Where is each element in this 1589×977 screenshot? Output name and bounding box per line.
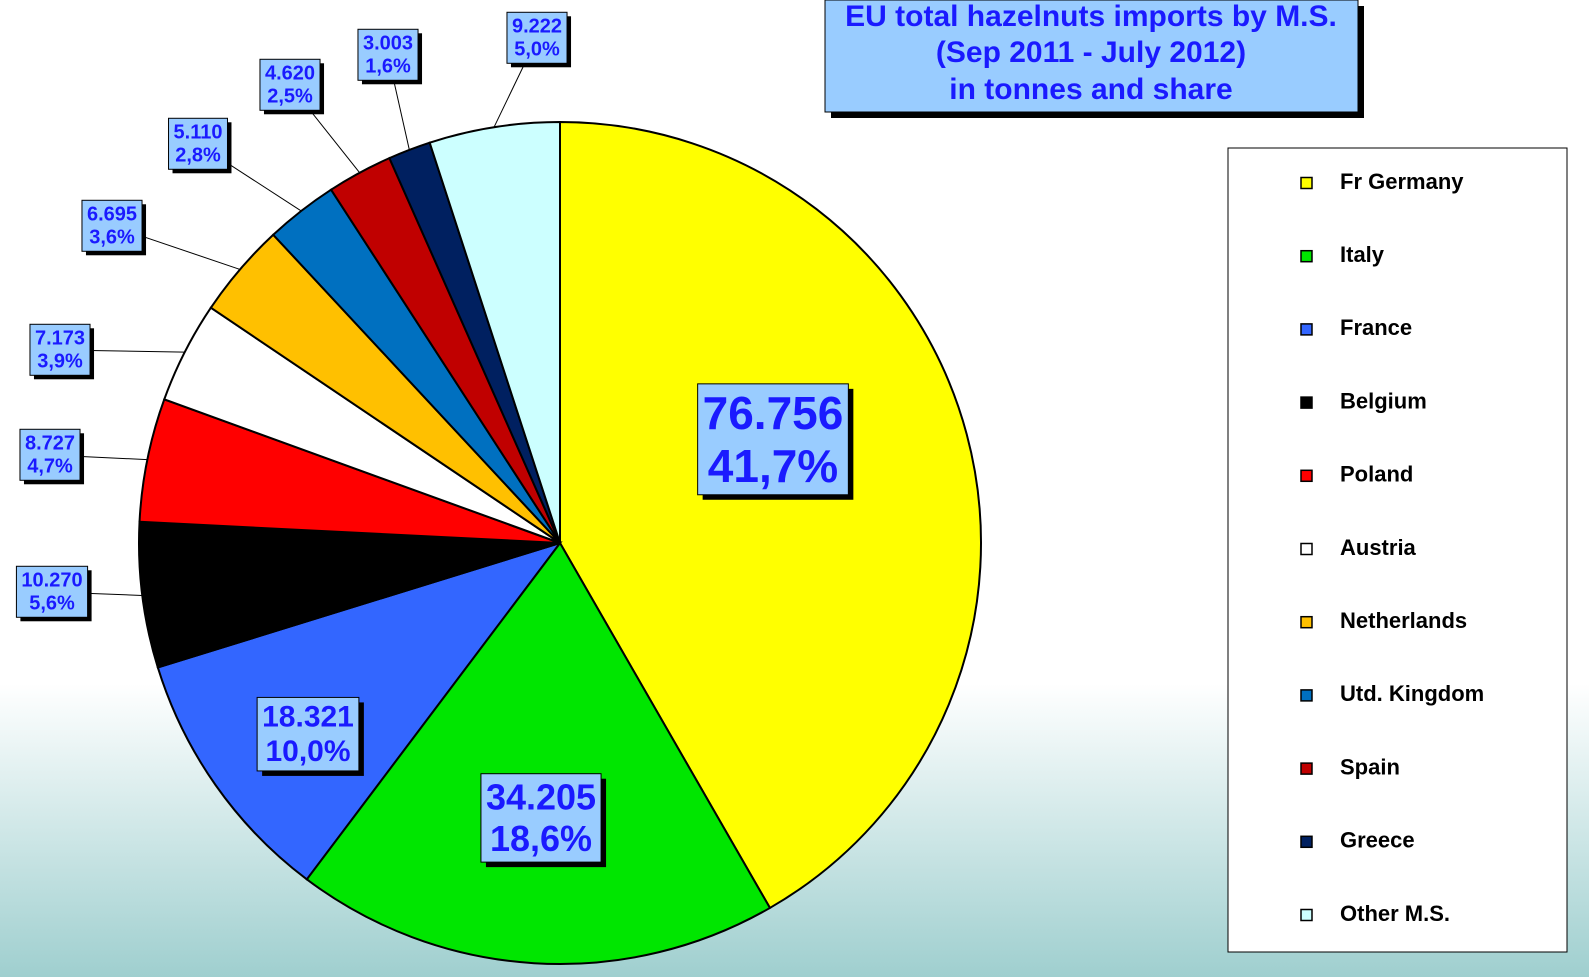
legend-marker [1300,762,1313,775]
legend-label: Utd. Kingdom [1340,681,1484,706]
share-label: 3,6% [89,226,135,248]
share-label: 5,6% [29,592,75,614]
legend-label: Poland [1340,462,1413,487]
share-label: 10,0% [265,735,350,768]
value-label: 6.695 [87,203,137,225]
label-box [19,428,81,481]
label-box [256,696,360,772]
value-label: 8.727 [25,432,75,454]
pie-slice [559,120,983,910]
legend-label: Greece [1340,828,1415,853]
value-label: 76.756 [703,387,844,439]
legend-label: Italy [1340,242,1385,267]
label-box [259,58,321,111]
legend-label: Belgium [1340,388,1427,413]
legend-marker [1300,615,1313,629]
share-label: 5,0% [514,38,560,60]
label-box [15,565,89,618]
legend-marker [1300,689,1313,702]
share-label: 2,5% [267,85,313,107]
legend-marker [1300,396,1313,409]
chart-title: in tonnes and share [949,73,1232,106]
value-label: 9.222 [512,15,562,37]
share-label: 4,7% [27,455,73,477]
share-label: 2,8% [175,144,221,166]
legend-label: Spain [1340,754,1400,779]
legend-marker [1300,542,1313,556]
pie-slice [305,541,772,965]
label-box [506,11,568,64]
label-box [29,323,91,376]
chart-title: EU total hazelnuts imports by M.S. [845,0,1337,33]
value-label: 34.205 [486,777,596,818]
legend-marker [1300,469,1313,483]
share-label: 1,6% [365,55,411,77]
title-box [824,0,1359,113]
value-label: 7.173 [35,327,85,349]
label-box [81,199,143,252]
value-label: 5.110 [174,121,223,143]
legend-marker [1300,323,1313,336]
share-label: 18,6% [490,818,592,859]
chart-title: (Sep 2011 - July 2012) [936,36,1246,69]
value-label: 3.003 [363,32,413,54]
legend-box [1227,147,1568,953]
legend-label: Austria [1340,535,1417,560]
legend-label: Other M.S. [1340,901,1450,926]
label-box [357,28,419,81]
share-label: 41,7% [708,440,838,492]
value-label: 18.321 [262,700,354,733]
legend-label: France [1340,315,1412,340]
legend-marker [1300,176,1313,190]
legend-marker [1300,249,1313,263]
label-box [480,773,602,863]
value-label: 10.270 [21,569,82,591]
legend-marker [1300,908,1313,922]
value-label: 4.620 [265,62,315,84]
label-box [168,117,228,170]
legend-label: Netherlands [1340,608,1467,633]
pie-slice [138,520,561,669]
label-box [697,383,849,496]
legend-label: Fr Germany [1340,169,1464,194]
legend-marker [1300,835,1313,849]
share-label: 3,9% [37,350,83,372]
